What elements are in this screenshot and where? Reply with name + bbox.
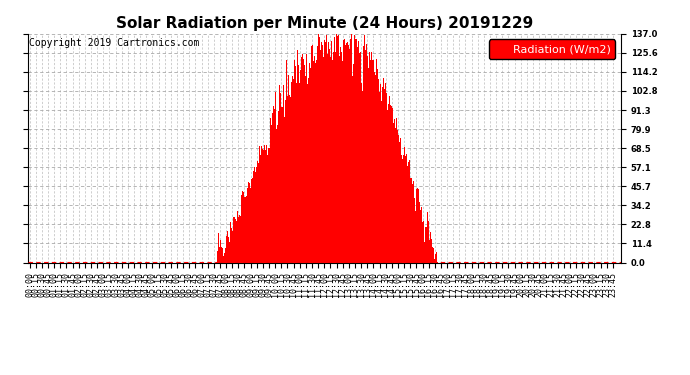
Title: Solar Radiation per Minute (24 Hours) 20191229: Solar Radiation per Minute (24 Hours) 20… [116, 16, 533, 31]
Legend: Radiation (W/m2): Radiation (W/m2) [489, 39, 615, 59]
Text: Copyright 2019 Cartronics.com: Copyright 2019 Cartronics.com [29, 38, 199, 48]
